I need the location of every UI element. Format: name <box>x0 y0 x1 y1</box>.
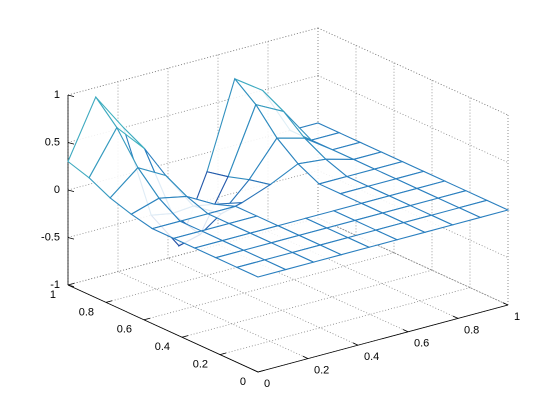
grid-line <box>181 269 433 338</box>
x-axis <box>257 304 509 373</box>
tick-mark <box>67 94 75 97</box>
tick-mark <box>402 329 409 333</box>
tick-mark <box>67 284 75 287</box>
x-tick-label: 0.4 <box>364 351 379 363</box>
tick-mark <box>252 369 259 373</box>
grid-line <box>117 271 309 359</box>
z-tick-label: 1 <box>54 89 60 101</box>
tick-mark <box>452 315 459 319</box>
z-tick-label: 0 <box>54 184 60 196</box>
grid-line <box>105 235 357 303</box>
tick-mark <box>105 300 113 303</box>
mesh-cell <box>235 259 288 278</box>
grid-line <box>317 170 509 258</box>
x-tick-label: 0.8 <box>464 324 479 336</box>
y-tick-label: 0.6 <box>117 324 132 336</box>
grid-line <box>317 75 509 163</box>
y-tick-label: 1 <box>50 289 56 301</box>
z-tick-label: -0.5 <box>41 231 60 243</box>
z-tick-label: -1 <box>50 279 60 291</box>
tick-mark <box>181 335 189 338</box>
tick-mark <box>352 342 359 346</box>
grid-line <box>67 217 319 286</box>
grid-line <box>317 27 509 116</box>
grid-line <box>317 217 509 306</box>
y-tick-label: 0.4 <box>155 341 170 353</box>
tick-mark <box>302 355 309 359</box>
grid-line <box>219 287 471 355</box>
y-tick-label: 0 <box>240 376 246 388</box>
grid-line <box>167 257 359 346</box>
grid-line <box>317 217 509 306</box>
tick-mark <box>67 189 75 192</box>
x-tick-label: 1 <box>514 311 520 323</box>
tick-mark <box>143 317 151 321</box>
tick-mark <box>67 283 75 286</box>
tick-mark <box>257 370 265 373</box>
tick-mark <box>502 302 509 306</box>
x-tick-label: 0.2 <box>314 365 329 377</box>
x-tick-label: 0 <box>264 378 270 390</box>
tick-mark <box>67 142 75 145</box>
y-tick-label: 0.2 <box>193 359 208 371</box>
grid-line <box>143 252 395 321</box>
y-tick-label: 0.8 <box>79 306 94 318</box>
grid-line <box>67 122 319 191</box>
x-tick-label: 0.6 <box>414 338 429 350</box>
tick-mark <box>67 237 75 240</box>
z-tick-label: 0.5 <box>45 136 60 148</box>
tick-mark <box>219 352 227 355</box>
grid-line <box>67 27 319 96</box>
grid-line <box>67 75 319 143</box>
y-axis <box>67 284 259 373</box>
